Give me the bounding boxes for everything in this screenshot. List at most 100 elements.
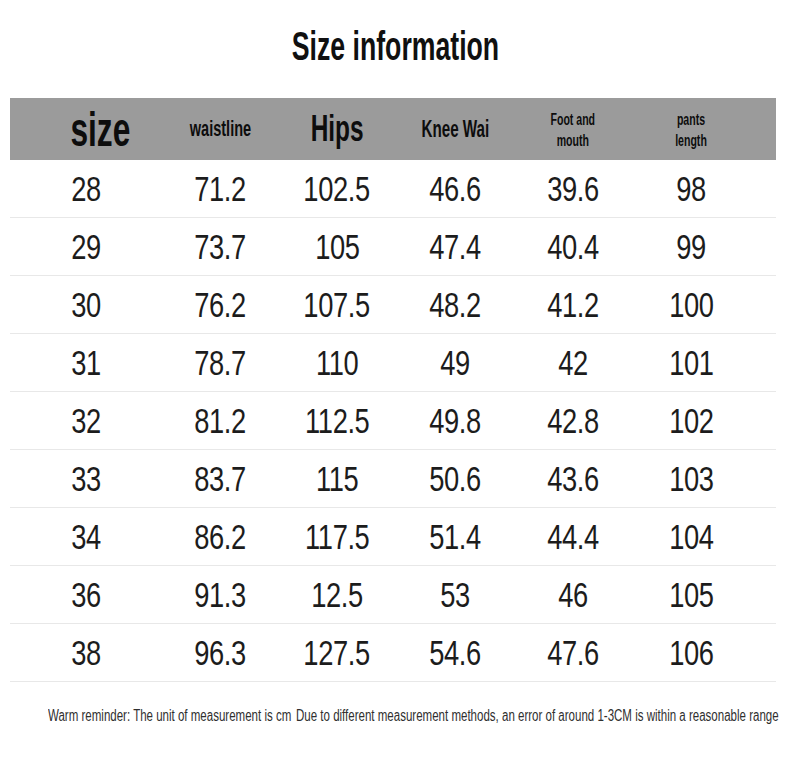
table-cell: 51.4 [396,517,514,557]
table-row: 38 96.3 127.5 54.6 47.6 106 [10,624,776,682]
table-cell: 117.5 [278,517,396,557]
column-header-label: Foot and mouth [551,109,596,151]
cell-value: 115 [316,459,358,499]
table-cell: 49.8 [396,401,514,441]
cell-value: 106 [669,633,713,673]
table-cell: 30 [10,285,162,325]
table-cell: 98 [632,169,776,209]
column-header-waistline: waistline [162,116,278,142]
column-header-size: size [10,102,162,157]
cell-value: 42.8 [547,401,599,441]
table-cell: 103 [632,459,776,499]
cell-value: 49.8 [429,401,481,441]
cell-value: 31 [71,343,101,383]
cell-value: 83.7 [194,459,246,499]
table-cell: 44.4 [514,517,632,557]
column-header-knee-wai: Knee Wai [396,116,514,143]
table-row: 31 78.7 110 49 42 101 [10,334,776,392]
table-cell: 41.2 [514,285,632,325]
cell-value: 105 [315,227,359,267]
cell-value: 81.2 [194,401,246,441]
cell-value: 30 [71,285,101,325]
table-cell: 100 [632,285,776,325]
table-cell: 102.5 [278,169,396,209]
table-cell: 107.5 [278,285,396,325]
table-cell: 105 [632,575,776,615]
cell-value: 42 [558,343,588,383]
table-row: 28 71.2 102.5 46.6 39.6 98 [10,160,776,218]
table-cell: 110 [278,343,396,383]
table-cell: 78.7 [162,343,278,383]
table-cell: 73.7 [162,227,278,267]
table-cell: 86.2 [162,517,278,557]
table-cell: 32 [10,401,162,441]
cell-value: 104 [669,517,713,557]
table-cell: 12.5 [278,575,396,615]
column-header-label: pants length [675,109,707,151]
table-cell: 81.2 [162,401,278,441]
table-cell: 54.6 [396,633,514,673]
table-row: 29 73.7 105 47.4 40.4 99 [10,218,776,276]
warm-reminder-unit-text: Warm reminder: The unit of measurement i… [48,705,291,727]
size-table: size waistline Hips Knee Wai Foot and mo… [10,98,776,682]
table-cell: 42 [514,343,632,383]
table-cell: 76.2 [162,285,278,325]
cell-value: 36 [71,575,101,615]
table-cell: 34 [10,517,162,557]
cell-value: 43.6 [547,459,599,499]
cell-value: 39.6 [547,169,599,209]
table-cell: 33 [10,459,162,499]
cell-value: 40.4 [547,227,599,267]
cell-value: 46.6 [429,169,481,209]
table-cell: 39.6 [514,169,632,209]
column-header-label: Hips [311,108,364,150]
cell-value: 51.4 [429,517,481,557]
page-title: Size information [0,22,790,70]
page-title-text: Size information [291,22,498,70]
table-cell: 96.3 [162,633,278,673]
cell-value: 99 [676,227,706,267]
table-cell: 38 [10,633,162,673]
table-cell: 47.4 [396,227,514,267]
table-row: 32 81.2 112.5 49.8 42.8 102 [10,392,776,450]
table-cell: 91.3 [162,575,278,615]
table-cell: 36 [10,575,162,615]
cell-value: 47.4 [429,227,481,267]
column-header-hips: Hips [278,108,396,150]
cell-value: 110 [316,343,358,383]
cell-value: 102 [669,401,713,441]
table-cell: 99 [632,227,776,267]
table-cell: 43.6 [514,459,632,499]
warm-reminder: Warm reminder: The unit of measurement i… [0,705,790,727]
column-header-foot-and-mouth: Foot and mouth [514,107,632,151]
cell-value: 127.5 [304,633,370,673]
cell-value: 48.2 [429,285,481,325]
table-cell: 31 [10,343,162,383]
table-cell: 42.8 [514,401,632,441]
cell-value: 33 [71,459,101,499]
cell-value: 100 [669,285,713,325]
cell-value: 54.6 [429,633,481,673]
cell-value: 98 [676,169,706,209]
table-cell: 104 [632,517,776,557]
table-row: 34 86.2 117.5 51.4 44.4 104 [10,508,776,566]
cell-value: 86.2 [194,517,246,557]
cell-value: 91.3 [194,575,246,615]
cell-value: 112.5 [305,401,369,441]
cell-value: 103 [669,459,713,499]
cell-value: 12.5 [311,575,363,615]
table-cell: 115 [278,459,396,499]
column-header-label: Knee Wai [421,116,489,143]
table-row: 30 76.2 107.5 48.2 41.2 100 [10,276,776,334]
table-cell: 53 [396,575,514,615]
cell-value: 49 [440,343,470,383]
cell-value: 46 [558,575,588,615]
table-cell: 71.2 [162,169,278,209]
cell-value: 38 [71,633,101,673]
cell-value: 102.5 [304,169,370,209]
table-cell: 83.7 [162,459,278,499]
column-header-pants-length: pants length [632,107,776,151]
table-header-row: size waistline Hips Knee Wai Foot and mo… [10,98,776,160]
cell-value: 41.2 [547,285,599,325]
table-cell: 127.5 [278,633,396,673]
